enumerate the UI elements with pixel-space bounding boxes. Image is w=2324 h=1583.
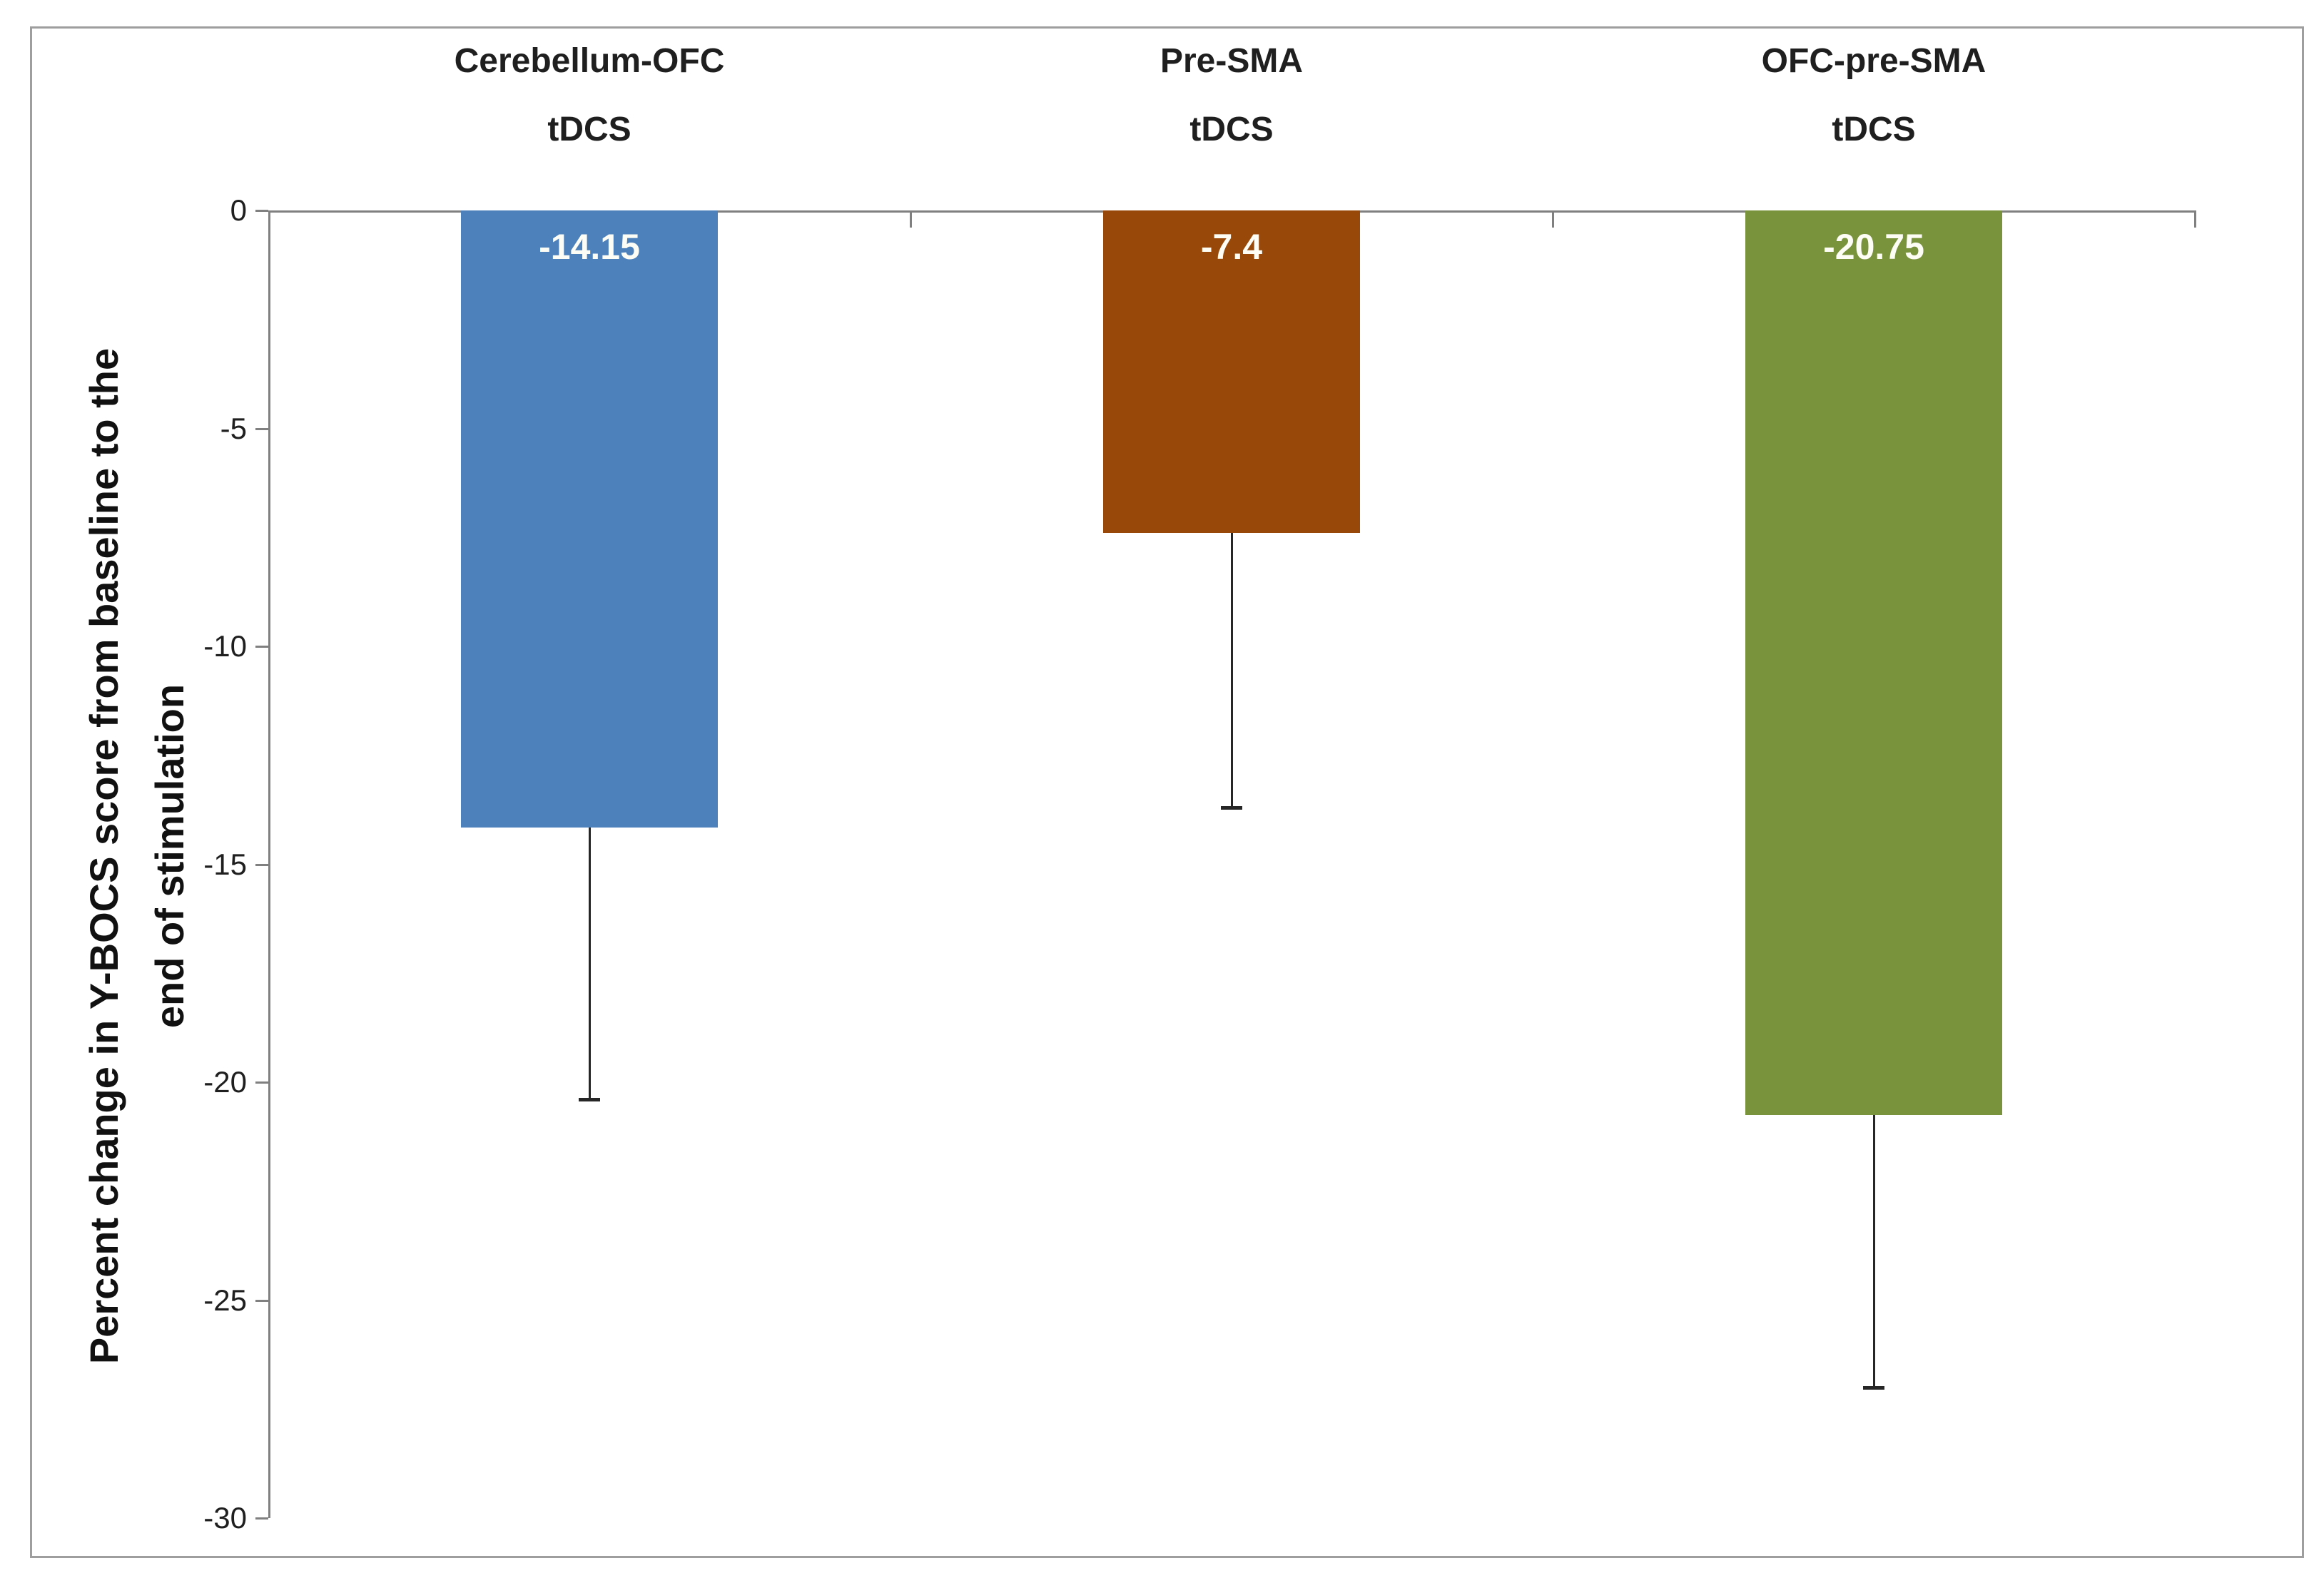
y-axis-tick-label: 0 [230,193,247,227]
y-axis-tick-label: -10 [203,629,247,663]
category-boundary-tick [910,210,912,228]
category-title: Pre-SMA tDCS [910,41,1553,150]
bar: -7.4 [1103,210,1360,534]
y-axis-tick-label: -5 [220,411,247,445]
error-bar-cap [1221,806,1242,810]
error-bar-cap [579,1098,600,1102]
bar: -20.75 [1745,210,2002,1115]
category-title-line2: tDCS [1832,111,1916,148]
error-bar [1231,533,1233,808]
y-axis-tick [255,863,268,866]
y-axis-tick [255,1517,268,1520]
y-axis-tick-label: -25 [203,1283,247,1317]
category-boundary-tick [1552,210,1554,228]
y-axis-tick [255,1081,268,1084]
y-axis-tick-label: -30 [203,1501,247,1534]
y-axis-tick-label: -20 [203,1065,247,1099]
category-title: OFC-pre-SMA tDCS [1553,41,2195,150]
category-title-line2: tDCS [547,111,631,148]
bar-value-label: -14.15 [539,227,640,267]
y-axis-title-line1: Percent change in Y-BOCS score from base… [81,347,126,1365]
bar: -14.15 [461,210,718,828]
category-title-line2: tDCS [1189,111,1274,148]
bar-value-label: -7.4 [1200,227,1263,267]
category-title: Cerebellum-OFC tDCS [268,41,910,150]
error-bar-cap [1863,1385,1884,1390]
y-axis-line [268,210,270,1518]
error-bar [589,827,591,1100]
chart-frame: Percent change in Y-BOCS score from base… [30,26,2304,1558]
category-boundary-tick [2194,210,2196,228]
bar-value-label: -20.75 [1823,227,1924,267]
category-title-line1: Pre-SMA [1160,42,1304,80]
y-axis-tick [255,646,268,648]
y-axis-tick [255,427,268,430]
category-title-line1: OFC-pre-SMA [1761,42,1986,80]
error-bar [1873,1114,1875,1388]
category-title-line1: Cerebellum-OFC [454,42,725,80]
y-axis-tick [255,1299,268,1302]
y-axis-tick-label: -15 [203,847,247,881]
y-axis-tick [255,210,268,212]
